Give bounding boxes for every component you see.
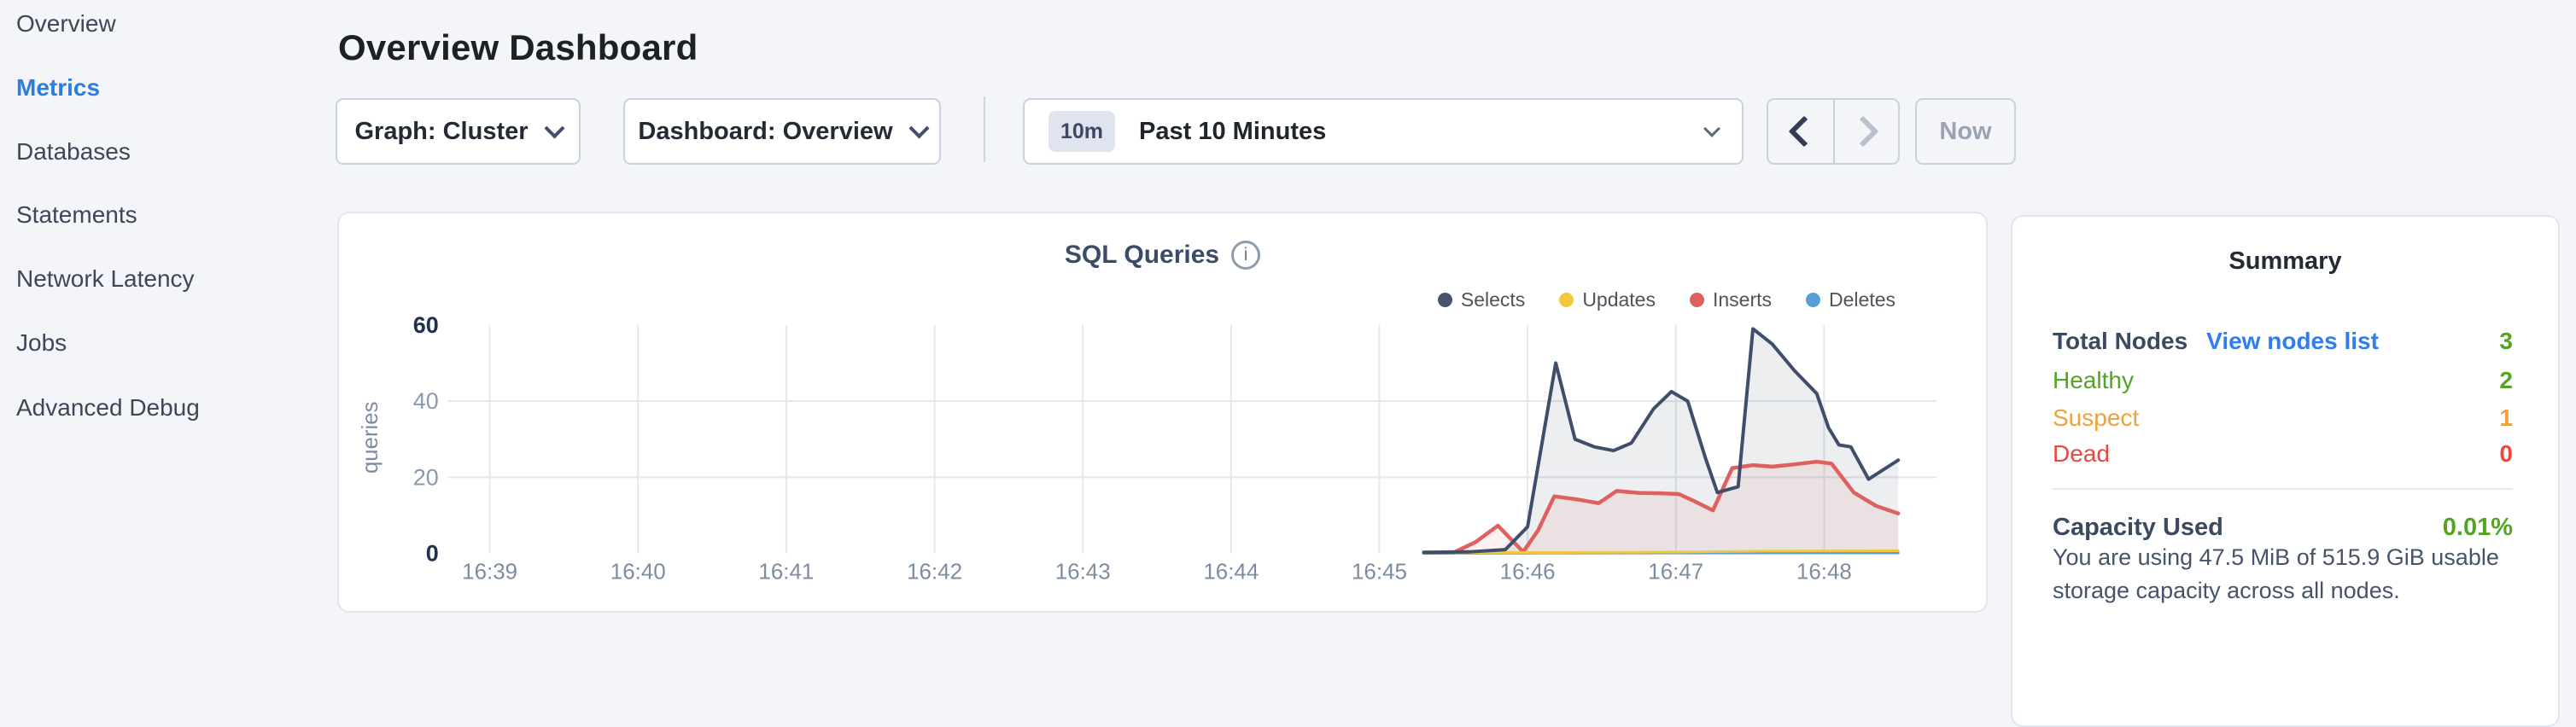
info-icon[interactable]: i: [1231, 241, 1261, 270]
healthy-label: Healthy: [2053, 367, 2134, 393]
svg-text:40: 40: [413, 388, 439, 414]
svg-text:60: 60: [413, 312, 439, 338]
now-button-label: Now: [1939, 117, 1992, 145]
dead-value: 0: [2499, 440, 2513, 467]
legend-item-inserts: Inserts: [1689, 288, 1773, 311]
sql-queries-chart: 16:39 16:40 16:41 16:42 16:43 16:44 16:45 16:46…: [359, 312, 1937, 584]
svg-text:0: 0: [426, 541, 439, 567]
total-nodes-value: 3: [2499, 328, 2513, 354]
dashboard-dropdown[interactable]: Dashboard: Overview: [623, 98, 941, 165]
legend-dot-selects: [1437, 293, 1452, 307]
svg-text:16:45: 16:45: [1352, 560, 1407, 584]
time-range-badge: 10m: [1049, 111, 1116, 152]
chevron-down-icon: [908, 117, 930, 139]
dashboard-label: Dashboard: Overview: [638, 117, 893, 145]
chevron-down-icon: [543, 117, 565, 139]
total-nodes-label: Total Nodes: [2053, 328, 2188, 354]
svg-text:16:48: 16:48: [1796, 560, 1852, 584]
legend-item-deletes: Deletes: [1806, 288, 1895, 311]
graph-scope-dropdown[interactable]: Graph: Cluster: [336, 98, 581, 165]
chart-legend: Selects Updates Inserts Deletes: [1437, 288, 1895, 311]
suspect-value: 1: [2499, 404, 2513, 431]
legend-dot-updates: [1559, 293, 1574, 307]
capacity-used-row: Capacity Used 0.01%: [2053, 510, 2513, 544]
chart-title: SQL Queries: [1064, 241, 1220, 269]
legend-item-selects: Selects: [1437, 288, 1526, 311]
time-range-selector[interactable]: 10m Past 10 Minutes: [1023, 98, 1744, 165]
svg-text:16:46: 16:46: [1500, 560, 1556, 584]
svg-text:16:43: 16:43: [1055, 560, 1111, 584]
sidebar-item-advanced-debug[interactable]: Advanced Debug: [16, 394, 200, 421]
chevron-right-icon: [1847, 115, 1879, 148]
time-window-nav: [1767, 98, 1900, 165]
legend-label: Selects: [1460, 288, 1526, 311]
sidebar-item-statements[interactable]: Statements: [16, 201, 137, 228]
svg-text:16:39: 16:39: [462, 560, 517, 584]
sidebar-item-network-latency[interactable]: Network Latency: [16, 265, 195, 292]
sidebar-item-jobs[interactable]: Jobs: [16, 329, 67, 356]
capacity-used-value: 0.01%: [2442, 513, 2513, 541]
legend-label: Updates: [1582, 288, 1656, 311]
time-forward-button[interactable]: [1832, 100, 1898, 163]
graph-scope-label: Graph: Cluster: [354, 117, 529, 145]
legend-dot-inserts: [1689, 293, 1704, 307]
legend-label: Inserts: [1712, 288, 1773, 311]
page-title: Overview Dashboard: [338, 27, 698, 68]
controls-divider: [984, 96, 985, 162]
summary-panel: Summary Total Nodes View nodes list 3 He…: [2011, 215, 2560, 727]
summary-row-healthy: Healthy 2: [2053, 363, 2513, 398]
view-nodes-list-link[interactable]: View nodes list: [2206, 328, 2379, 354]
summary-row-total-nodes: Total Nodes View nodes list 3: [2053, 323, 2513, 359]
time-range-label: Past 10 Minutes: [1139, 117, 1327, 145]
healthy-value: 2: [2499, 367, 2513, 393]
summary-title: Summary: [2228, 247, 2342, 275]
sidebar-item-metrics[interactable]: Metrics: [16, 74, 101, 101]
metrics-page: { "header": { "title": "Overview Dashboa…: [16, 10, 2560, 727]
legend-dot-deletes: [1806, 293, 1821, 307]
chevron-down-icon: [1703, 120, 1720, 137]
svg-text:20: 20: [413, 464, 439, 490]
sidebar-item-overview[interactable]: Overview: [16, 10, 116, 37]
svg-text:16:40: 16:40: [610, 560, 666, 584]
svg-text:16:47: 16:47: [1648, 560, 1703, 584]
time-back-button[interactable]: [1768, 100, 1833, 163]
summary-row-dead: Dead 0: [2053, 436, 2513, 472]
sql-queries-chart-card: 16:39 16:40 16:41 16:42 16:43 16:44 16:45 16:46…: [337, 212, 1988, 613]
summary-row-suspect: Suspect 1: [2053, 400, 2513, 436]
suspect-label: Suspect: [2053, 404, 2140, 431]
svg-text:16:42: 16:42: [907, 560, 962, 584]
chevron-left-icon: [1788, 115, 1820, 148]
svg-text:queries: queries: [359, 401, 383, 474]
svg-text:16:44: 16:44: [1203, 560, 1259, 584]
dead-label: Dead: [2053, 440, 2110, 467]
legend-label: Deletes: [1829, 288, 1895, 311]
sidebar-item-databases[interactable]: Databases: [16, 138, 131, 165]
capacity-description: You are using 47.5 MiB of 515.9 GiB usab…: [2053, 544, 2499, 603]
svg-text:16:41: 16:41: [758, 560, 814, 584]
chart-title-row: SQL Queries i: [339, 241, 1986, 270]
legend-item-updates: Updates: [1559, 288, 1656, 311]
summary-divider: [2053, 488, 2513, 490]
now-button[interactable]: Now: [1915, 98, 2016, 165]
capacity-used-label: Capacity Used: [2053, 513, 2223, 541]
